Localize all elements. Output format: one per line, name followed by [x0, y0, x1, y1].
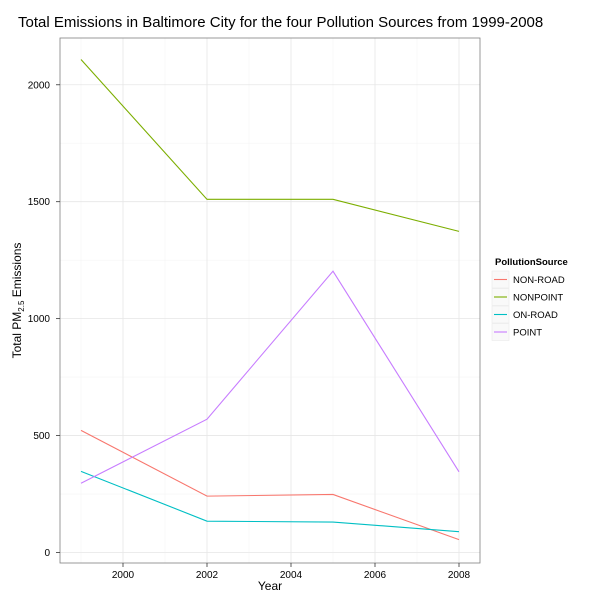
x-tick-label: 2004: [280, 570, 303, 581]
series-line-nonpoint: [80, 59, 460, 232]
legend-label: NON-ROAD: [513, 275, 565, 286]
x-tick-label: 2006: [364, 570, 387, 581]
y-tick-label: 1500: [28, 197, 51, 208]
y-tick-label: 0: [44, 548, 50, 559]
plot-area: [60, 38, 480, 563]
x-axis-label: Year: [258, 579, 282, 593]
series-line-point: [80, 270, 460, 484]
legend-label: ON-ROAD: [513, 310, 558, 321]
y-axis-label: Total PM2.5 Emissions: [10, 243, 26, 359]
series-line-on-road: [80, 470, 460, 533]
y-tick-label: 2000: [28, 80, 51, 91]
x-tick-label: 2000: [112, 570, 135, 581]
y-tick-label: 1000: [28, 314, 51, 325]
legend-label: NONPOINT: [513, 293, 563, 304]
series-line-non-road: [80, 429, 460, 541]
chart-title: Total Emissions in Baltimore City for th…: [18, 14, 544, 31]
legend-label: POINT: [513, 328, 542, 339]
plot-border: [59, 37, 481, 564]
legend-title: PollutionSource: [495, 257, 568, 268]
x-tick-label: 2002: [196, 570, 219, 581]
x-tick-label: 2008: [448, 570, 471, 581]
y-tick-label: 500: [33, 431, 50, 442]
